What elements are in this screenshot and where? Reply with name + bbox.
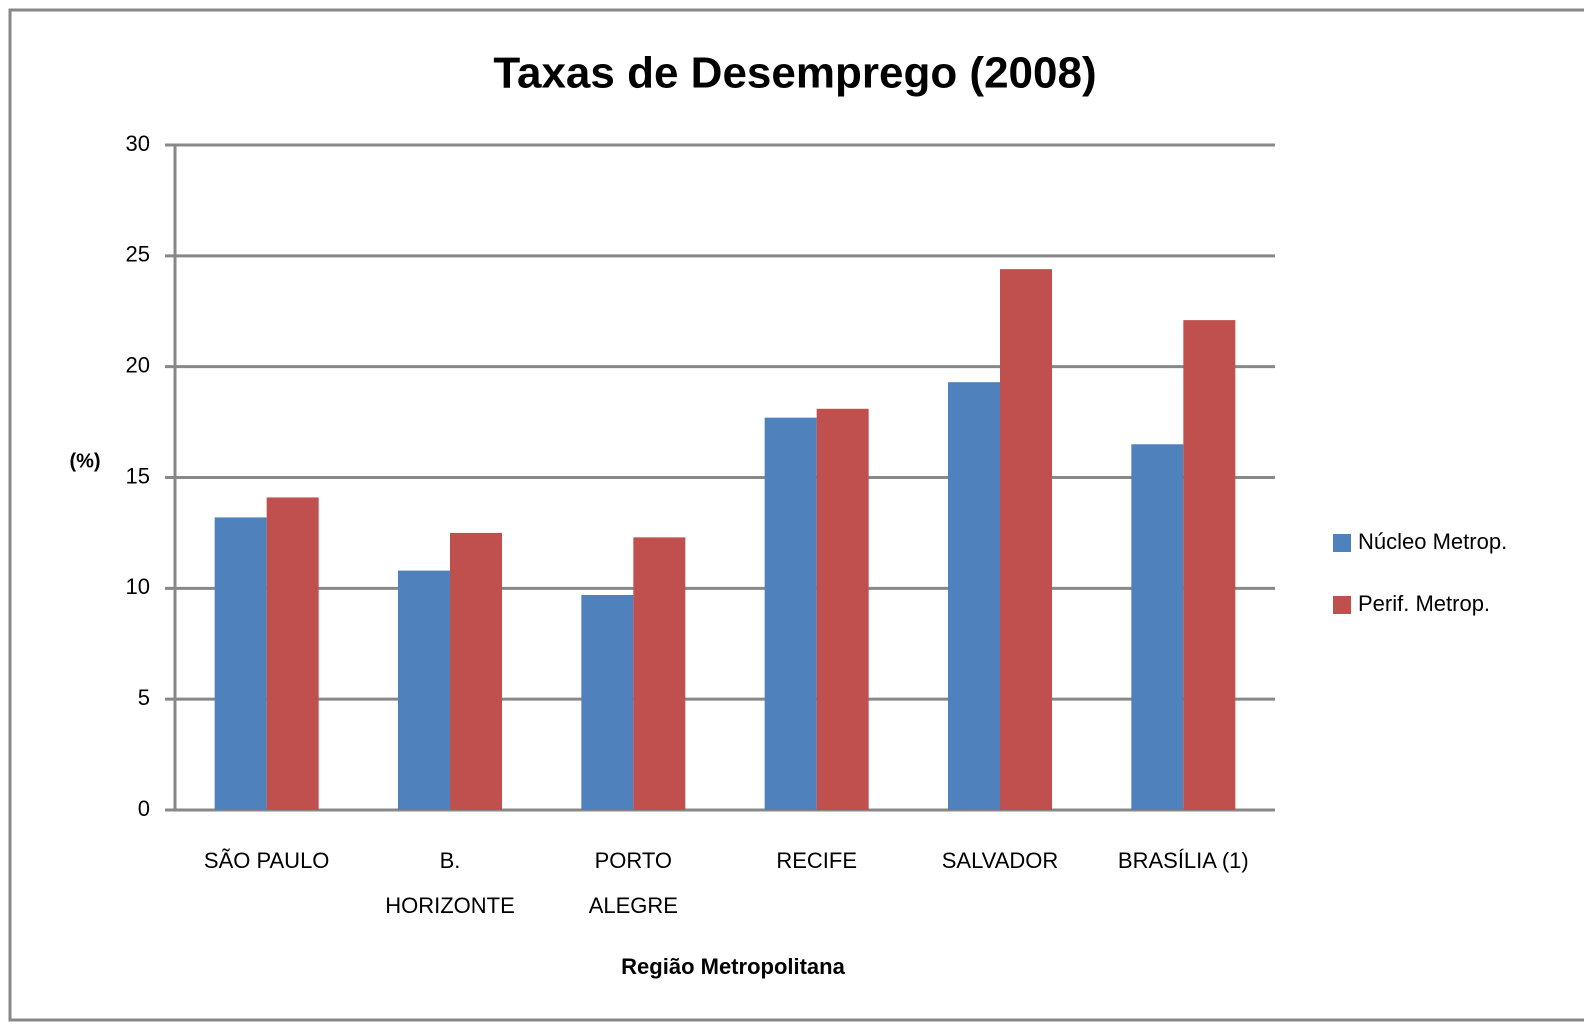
x-tick-label: PORTO ALEGRE xyxy=(589,848,678,918)
bar xyxy=(214,517,267,810)
y-tick-label: 30 xyxy=(126,131,150,156)
legend-label: Núcleo Metrop. xyxy=(1358,529,1507,554)
legend-label: Perif. Metrop. xyxy=(1358,591,1490,616)
bar xyxy=(266,497,319,810)
y-tick-label: 10 xyxy=(126,574,150,599)
bar xyxy=(450,532,502,810)
bar xyxy=(1000,269,1052,811)
bar xyxy=(1183,320,1236,810)
bar xyxy=(764,417,817,810)
y-tick-label: 15 xyxy=(126,463,150,488)
bar xyxy=(398,570,450,810)
x-tick-label: B. HORIZONTE xyxy=(385,848,515,918)
x-tick-label: SALVADOR xyxy=(942,848,1059,873)
bar xyxy=(816,408,869,810)
x-tick-label-line: B. xyxy=(440,848,461,873)
x-tick-label: BRASÍLIA (1) xyxy=(1118,848,1249,873)
x-axis-label: Região Metropolitana xyxy=(621,954,845,979)
y-tick-label: 20 xyxy=(126,352,150,377)
x-tick-label: SÃO PAULO xyxy=(204,848,330,873)
y-tick-label: 25 xyxy=(126,242,150,267)
y-tick-label: 5 xyxy=(138,685,150,710)
bar xyxy=(1131,444,1184,810)
bar xyxy=(581,594,634,810)
chart-title: Taxas de Desemprego (2008) xyxy=(493,49,1096,98)
x-tick-label: RECIFE xyxy=(776,848,857,873)
x-tick-label-line: PORTO xyxy=(595,848,672,873)
bar xyxy=(948,382,1000,810)
y-tick-label: 0 xyxy=(138,796,150,821)
legend-swatch xyxy=(1333,534,1351,552)
x-tick-label-line: HORIZONTE xyxy=(385,893,515,918)
y-axis-label: (%) xyxy=(69,450,100,472)
legend-swatch xyxy=(1333,596,1351,614)
x-tick-label-line: ALEGRE xyxy=(589,893,678,918)
bar xyxy=(633,537,686,810)
